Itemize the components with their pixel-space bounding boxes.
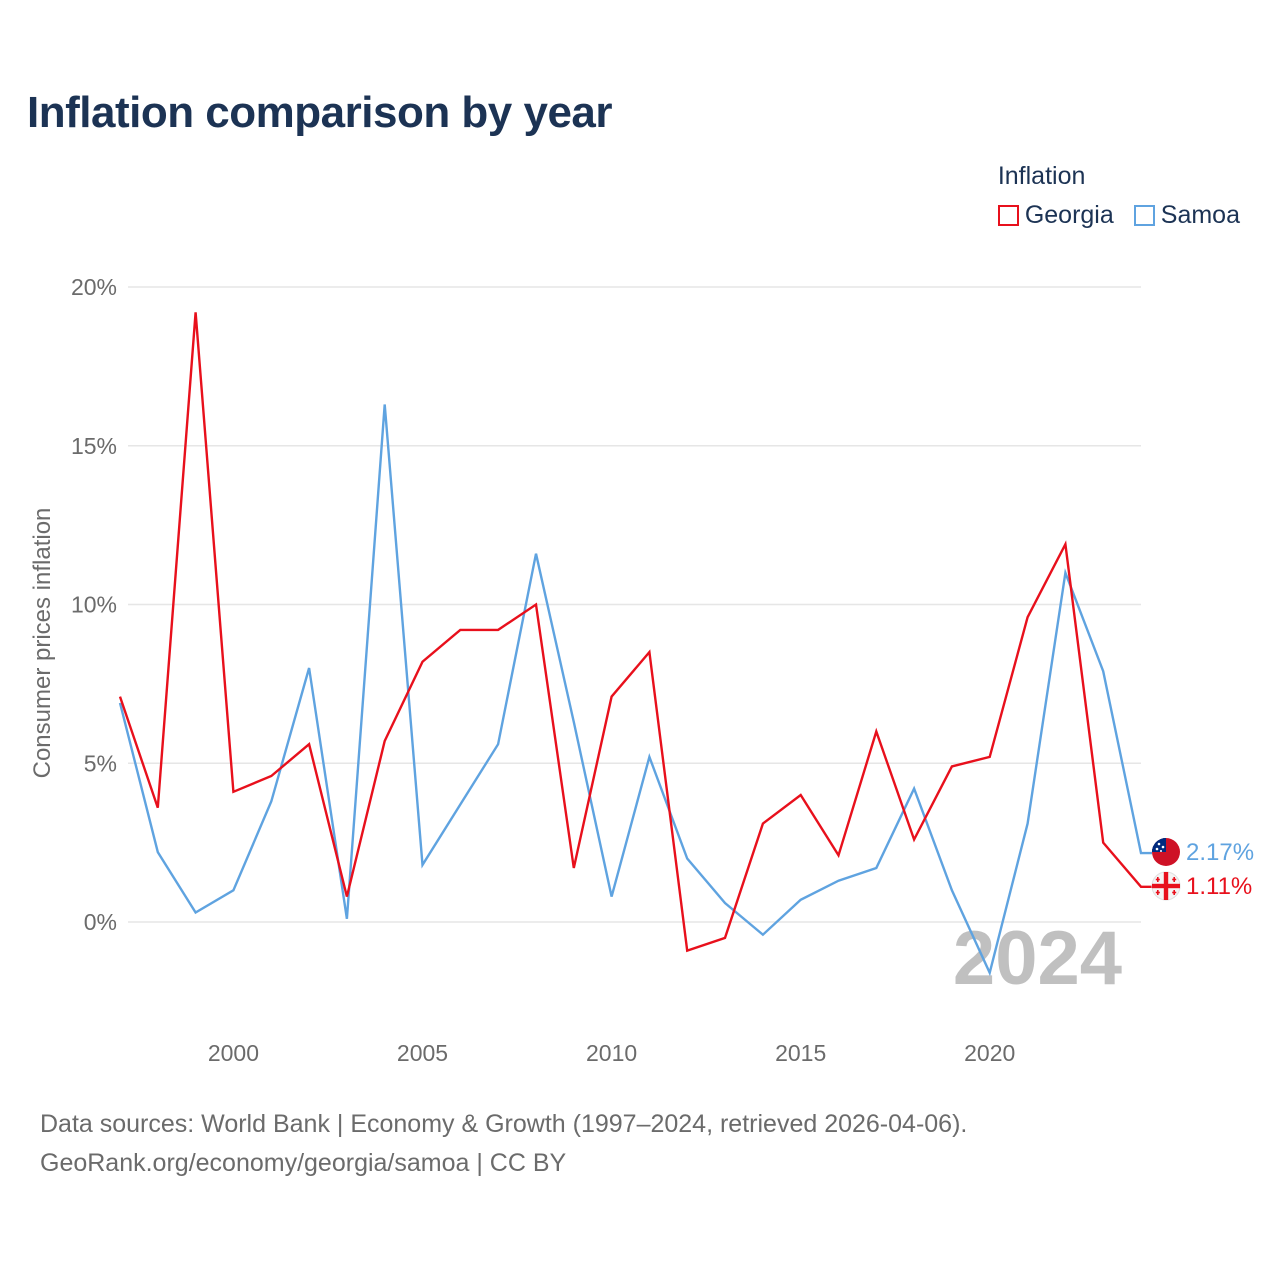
y-tick-label: 10% (71, 592, 117, 618)
x-tick-label: 2005 (397, 1040, 448, 1066)
y-tick-label: 5% (84, 750, 117, 776)
x-tick-label: 2010 (586, 1040, 637, 1066)
legend-label-georgia: Georgia (1024, 201, 1114, 229)
georgia-end-value: 1.11% (1186, 873, 1252, 900)
grid-lines (128, 286, 1141, 923)
y-tick-label: 15% (71, 433, 117, 459)
y-tick-label: 20% (71, 274, 117, 300)
x-tick-label: 2020 (964, 1040, 1015, 1066)
series-lines (118, 312, 1152, 977)
legend-item-samoa[interactable]: Samoa (1133, 201, 1240, 230)
legend-swatch-georgia (997, 205, 1019, 226)
chart-title: Inflation comparison by year (27, 88, 613, 137)
year-watermark: 2024 (953, 916, 1122, 1001)
legend-item-georgia[interactable]: Georgia (997, 201, 1114, 230)
y-axis-label: Consumer prices inflation (29, 508, 56, 779)
y-tick-labels: 0% 5% 10% 15% 20% (71, 274, 117, 935)
attribution-link[interactable]: GeoRank.org/economy/georgia/samoa | CC B… (40, 1149, 567, 1177)
legend-swatch-samoa (1133, 205, 1155, 226)
end-markers: 2.17% 1.11% (1151, 838, 1254, 901)
georgia-flag-icon (1151, 871, 1181, 901)
footer: Data sources: World Bank | Economy & Gro… (40, 1105, 967, 1183)
y-tick-label: 0% (84, 909, 117, 935)
series-line-georgia[interactable] (118, 312, 1152, 953)
legend-label-samoa: Samoa (1160, 201, 1240, 229)
samoa-flag-icon (1152, 838, 1180, 866)
x-tick-label: 2015 (775, 1040, 826, 1066)
data-sources-text: Data sources: World Bank | Economy & Gro… (40, 1110, 968, 1138)
x-tick-labels: 2000 2005 2010 2015 2020 (208, 1040, 1015, 1066)
x-tick-label: 2000 (208, 1040, 259, 1066)
line-chart: Consumer prices inflation 0%5%10%15%20% … (29, 274, 1254, 1066)
samoa-end-value: 2.17% (1186, 839, 1254, 866)
legend: Inflation Georgia Samoa (997, 162, 1240, 230)
legend-title: Inflation (997, 162, 1086, 190)
series-line-samoa[interactable] (118, 404, 1152, 977)
